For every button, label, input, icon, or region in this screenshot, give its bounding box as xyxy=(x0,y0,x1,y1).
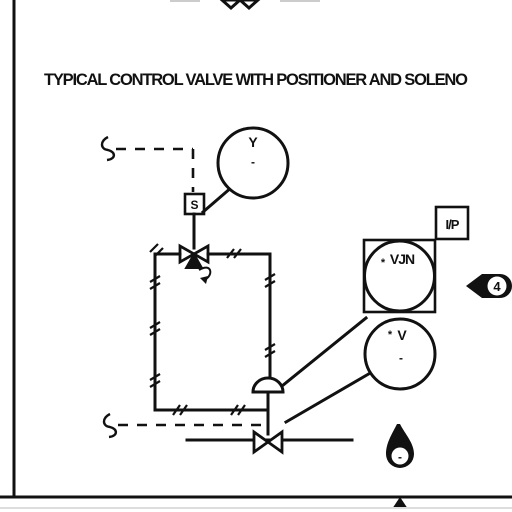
valve-sub: - xyxy=(399,351,403,365)
solenoid-box-label: S xyxy=(190,198,198,212)
solenoid-tag: Y xyxy=(248,134,258,150)
solenoid-sub: - xyxy=(251,155,255,169)
ip-converter-box xyxy=(434,205,470,241)
offpage-connector-right-label: 4 xyxy=(493,279,501,294)
diaphragm-actuator xyxy=(251,376,285,436)
diagram-title: TYPICAL CONTROL VALVE WITH POSITIONER AN… xyxy=(44,71,468,89)
offpage-connector-bottom: - xyxy=(386,424,414,468)
positioner-instrument-bubble xyxy=(363,239,436,313)
signal-line-bottom xyxy=(102,412,262,439)
pneumatic-signal-ticks xyxy=(149,243,276,416)
offpage-connector-bottom-label: - xyxy=(398,450,402,464)
valve-instrument-bubble xyxy=(363,317,437,391)
positioner-tag: VJN xyxy=(390,251,415,267)
offpage-connector-right: 4 xyxy=(466,274,512,298)
positioner-prefix: * xyxy=(381,257,386,269)
pneumatic-tubing-loop xyxy=(153,252,272,424)
valve-prefix: * xyxy=(388,329,393,341)
partial-arrow-bottom xyxy=(392,497,408,509)
three-way-solenoid-valve xyxy=(178,243,212,284)
solenoid-instrument-bubble xyxy=(216,126,290,200)
ip-converter-label: I/P xyxy=(446,217,460,232)
signal-line-top xyxy=(100,135,195,192)
control-valve-body xyxy=(185,429,354,455)
valve-tag: V xyxy=(397,327,407,343)
partial-valve-symbol-top xyxy=(170,0,320,11)
